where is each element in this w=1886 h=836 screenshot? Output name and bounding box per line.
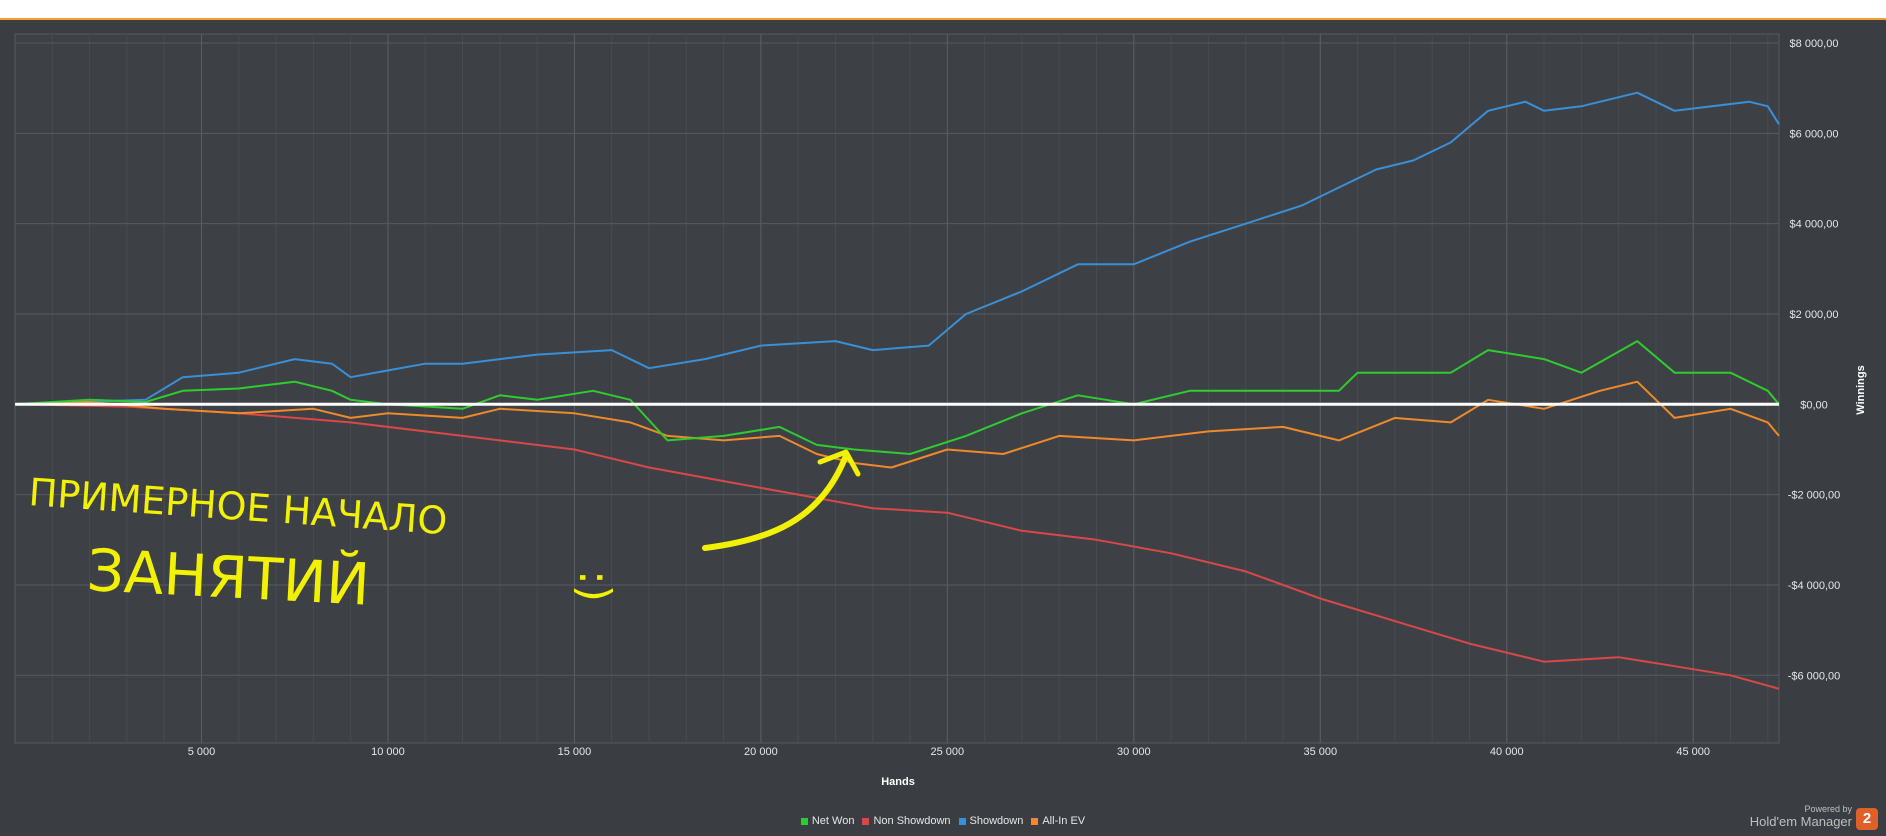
series-line-net-won bbox=[14, 340, 1780, 455]
legend-label: Net Won bbox=[811, 815, 855, 827]
y-tick-label: $8 000,00 bbox=[1790, 38, 1839, 50]
y-tick-label: $2 000,00 bbox=[1790, 309, 1839, 321]
top-accent-line bbox=[0, 18, 1886, 20]
annotation-smiley: :) bbox=[569, 570, 620, 602]
grid-lines bbox=[15, 34, 1779, 743]
chart-legend: Net Won Non Showdown Showdown All-In EV bbox=[0, 815, 1886, 828]
y-tick-label: -$6 000,00 bbox=[1788, 670, 1841, 682]
legend-item[interactable]: Non Showdown bbox=[862, 815, 951, 827]
x-tick-label: 10 000 bbox=[371, 746, 405, 758]
x-tick-label: 15 000 bbox=[558, 746, 592, 758]
legend-label: Showdown bbox=[969, 815, 1024, 827]
x-tick-label: 20 000 bbox=[744, 746, 778, 758]
series-line-showdown bbox=[14, 91, 1780, 406]
series-line-non-showdown bbox=[14, 403, 1780, 690]
hm2-logo-icon: 2 bbox=[1856, 808, 1878, 830]
legend-item[interactable]: Showdown bbox=[958, 815, 1024, 827]
annotation-arrow-icon bbox=[702, 455, 848, 551]
y-axis-ticks: $8 000,00 $6 000,00 $4 000,00 $2 000,00 $0,0… bbox=[1788, 38, 1841, 682]
legend-swatch-icon bbox=[862, 817, 870, 825]
x-axis-title: Hands bbox=[881, 776, 915, 788]
y-axis-title: Winnings bbox=[1855, 365, 1867, 414]
y-tick-label: $0,00 bbox=[1800, 399, 1828, 411]
legend-item[interactable]: All-In EV bbox=[1031, 815, 1085, 827]
x-axis-ticks: 5 000 10 000 15 000 20 000 25 000 30 000 35 00… bbox=[188, 746, 1710, 758]
x-tick-label: 25 000 bbox=[931, 746, 965, 758]
plot-area bbox=[14, 33, 1780, 744]
annotation-arrowhead-icon bbox=[817, 449, 861, 477]
series-line-all-in-ev bbox=[14, 380, 1780, 469]
y-tick-label: -$4 000,00 bbox=[1788, 580, 1841, 592]
product-name: Hold'em Manager bbox=[1749, 814, 1852, 829]
legend-swatch-icon bbox=[800, 817, 808, 825]
y-tick-label: $6 000,00 bbox=[1790, 128, 1839, 140]
legend-item[interactable]: Net Won bbox=[800, 815, 855, 827]
legend-label: Non Showdown bbox=[873, 815, 951, 827]
x-tick-label: 5 000 bbox=[188, 746, 216, 758]
annotation-line-2: ЗАНЯТИЙ bbox=[85, 535, 371, 619]
legend-swatch-icon bbox=[958, 817, 966, 825]
legend-swatch-icon bbox=[1031, 817, 1039, 825]
powered-by-text: Powered by bbox=[1804, 804, 1852, 814]
branding: Powered by Hold'em Manager bbox=[1750, 804, 1852, 829]
x-tick-label: 35 000 bbox=[1303, 746, 1337, 758]
x-tick-label: 30 000 bbox=[1117, 746, 1151, 758]
x-tick-label: 40 000 bbox=[1490, 746, 1524, 758]
legend-label: All-In EV bbox=[1042, 815, 1086, 827]
top-window-bar bbox=[0, 0, 1886, 18]
y-tick-label: $4 000,00 bbox=[1790, 219, 1839, 231]
y-tick-label: -$2 000,00 bbox=[1788, 490, 1841, 502]
series-layer bbox=[14, 91, 1780, 690]
x-tick-label: 45 000 bbox=[1676, 746, 1710, 758]
